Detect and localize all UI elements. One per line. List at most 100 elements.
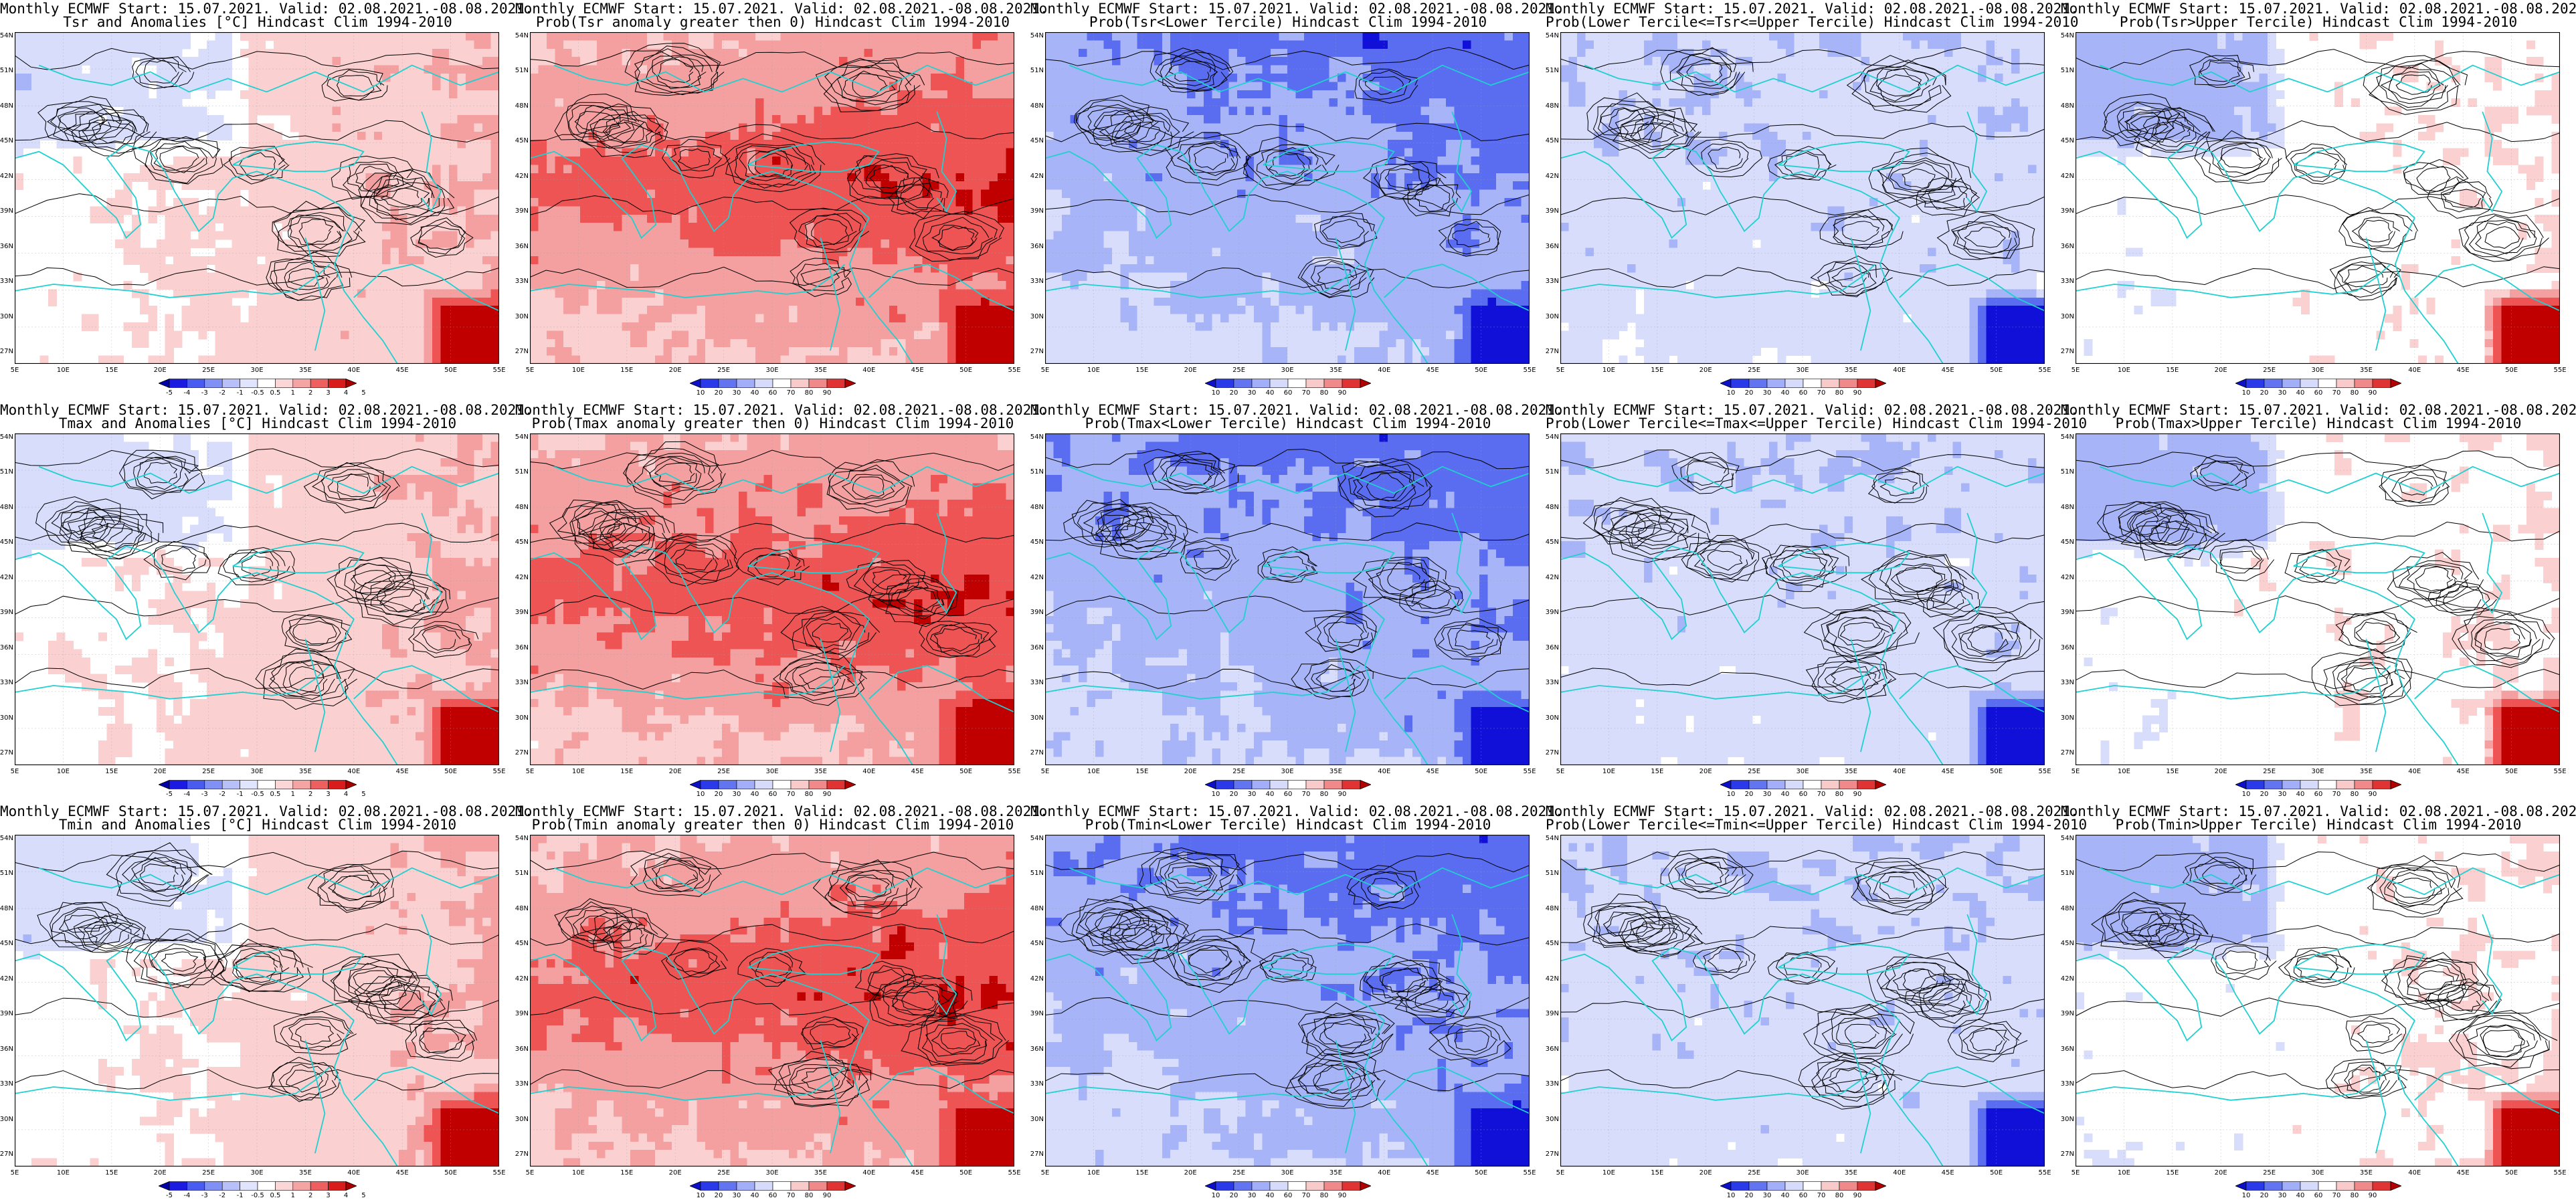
lon-tick-label: 20E <box>1180 1169 1200 1177</box>
colorbar-tick-label: 20 <box>2254 791 2274 798</box>
lon-tick-label: 45E <box>907 768 927 775</box>
lat-tick-label: 30N <box>2059 714 2074 722</box>
lon-tick-label: 40E <box>1374 1169 1394 1177</box>
lat-tick-label: 51N <box>514 67 529 74</box>
lon-tick-label: 15E <box>102 1169 122 1177</box>
lat-tick-label: 33N <box>2059 1080 2074 1088</box>
colorbar-tick-label: 1 <box>283 1192 303 1199</box>
colorbar-tick-label: 80 <box>1829 389 1849 397</box>
lon-tick-label: 5E <box>1550 768 1570 775</box>
lon-tick-label: 55E <box>2035 1169 2055 1177</box>
lat-tick-label: 39N <box>1544 609 1559 616</box>
panel-title-run: Monthly ECMWF Start: 15.07.2021. Valid: … <box>515 1 1048 16</box>
lon-tick-label: 40E <box>2405 1169 2425 1177</box>
lon-tick-label: 50E <box>2502 1169 2522 1177</box>
lon-tick-label: 30E <box>1277 367 1297 374</box>
lat-tick-label: 42N <box>0 975 13 983</box>
colorbar-tick-label: -3 <box>195 1192 215 1199</box>
colorbar-tick-label: 40 <box>1775 791 1795 798</box>
map-area <box>2076 433 2560 765</box>
lat-tick-label: 39N <box>1544 207 1559 215</box>
colorbar-tick-label: 20 <box>1224 389 1244 397</box>
lat-tick-label: 30N <box>0 714 13 722</box>
lat-tick-label: 42N <box>0 574 13 581</box>
colorbar-tick-label: 80 <box>2344 389 2365 397</box>
lon-tick-label: 5E <box>2065 768 2086 775</box>
colorbar-tick-label: 90 <box>2363 791 2383 798</box>
lon-tick-label: 20E <box>1695 768 1716 775</box>
colorbar-tick-label: 80 <box>1314 389 1334 397</box>
lat-tick-label: 51N <box>0 468 13 476</box>
lat-tick-label: 45N <box>2059 940 2074 947</box>
lon-tick-label: 55E <box>1520 367 1540 374</box>
panel-title-field: Prob(Tsr>Upper Tercile) Hindcast Clim 19… <box>2061 15 2576 29</box>
lat-tick-label: 36N <box>0 243 13 250</box>
panel-tmin-upper: Monthly ECMWF Start: 15.07.2021. Valid: … <box>2061 803 2576 1204</box>
colorbar-tick-label: 10 <box>2236 791 2256 798</box>
lat-tick-label: 51N <box>0 67 13 74</box>
lat-tick-label: 54N <box>2059 835 2074 842</box>
lon-tick-label: 55E <box>1520 768 1540 775</box>
lat-tick-label: 54N <box>1544 32 1559 39</box>
lat-tick-label: 42N <box>1029 173 1044 180</box>
colorbar-tick-label: 0.5 <box>265 389 285 397</box>
lon-tick-label: 5E <box>1035 1169 1055 1177</box>
lat-tick-label: 39N <box>1544 1010 1559 1017</box>
colorbar-tick-label: -5 <box>159 1192 179 1199</box>
colorbar-tick-label: 80 <box>799 1192 819 1199</box>
lat-tick-label: 39N <box>2059 609 2074 616</box>
lon-tick-label: 40E <box>1374 768 1394 775</box>
panel-tmax-lower: Monthly ECMWF Start: 15.07.2021. Valid: … <box>1029 401 1564 803</box>
lon-tick-label: 20E <box>150 1169 170 1177</box>
lon-tick-label: 35E <box>295 768 315 775</box>
colorbar-tick-label: 20 <box>1739 791 1759 798</box>
lon-tick-label: 20E <box>665 1169 685 1177</box>
lon-tick-label: 30E <box>1277 1169 1297 1177</box>
lat-tick-label: 30N <box>1544 714 1559 722</box>
lon-tick-label: 45E <box>1938 768 1958 775</box>
colorbar-tick-label: 70 <box>2326 791 2347 798</box>
lon-tick-label: 25E <box>714 1169 734 1177</box>
panel-tmin-anomaly-colorbar-svg <box>159 1181 357 1191</box>
lon-tick-label: 25E <box>714 768 734 775</box>
colorbar-tick-label: 60 <box>1793 791 1813 798</box>
colorbar-tick-label: 30 <box>727 791 747 798</box>
lat-tick-label: 48N <box>0 504 13 511</box>
lon-tick-label: 50E <box>1987 768 2007 775</box>
lat-tick-label: 30N <box>0 313 13 320</box>
lon-tick-label: 45E <box>1938 1169 1958 1177</box>
panel-tmax-anomaly-colorbar-svg <box>159 780 357 789</box>
lat-tick-label: 42N <box>514 574 529 581</box>
lon-tick-label: 40E <box>859 1169 879 1177</box>
panel-title-field: Prob(Lower Tercile<=Tmin<=Upper Tercile)… <box>1546 817 2087 832</box>
lat-tick-label: 39N <box>2059 207 2074 215</box>
colorbar-labels: -5 -4 -3 -2 -1 -0.5 0.5 1 2 3 4 5 <box>0 389 515 399</box>
colorbar <box>1720 780 1886 789</box>
lat-tick-label: 27N <box>1029 348 1044 355</box>
lon-tick-label: 50E <box>956 367 976 374</box>
colorbar-tick-label: -1 <box>230 791 250 798</box>
lon-tick-label: 10E <box>1083 768 1103 775</box>
panel-tmax-anomaly: Monthly ECMWF Start: 15.07.2021. Valid: … <box>0 401 533 803</box>
lat-tick-label: 51N <box>1029 67 1044 74</box>
lon-tick-label: 10E <box>53 1169 73 1177</box>
colorbar-tick-label: 20 <box>709 1192 729 1199</box>
lon-tick-label: 30E <box>762 367 782 374</box>
lon-tick-label: 50E <box>441 768 461 775</box>
colorbar-tick-label: 3 <box>318 791 339 798</box>
lat-tick-label: 33N <box>1029 679 1044 686</box>
colorbar-tick-label: 80 <box>1829 1192 1849 1199</box>
panel-title-run: Monthly ECMWF Start: 15.07.2021. Valid: … <box>2061 403 2576 417</box>
colorbar-tick-label: 30 <box>1242 1192 1262 1199</box>
colorbar-tick-label: 90 <box>1332 791 1352 798</box>
lon-tick-label: 55E <box>1004 1169 1024 1177</box>
lon-tick-label: 25E <box>2260 1169 2280 1177</box>
colorbar-tick-label: -4 <box>177 1192 197 1199</box>
lon-tick-label: 30E <box>2308 1169 2328 1177</box>
panel-tmax-upper-colorbar-svg <box>2235 780 2401 789</box>
lat-tick-label: 42N <box>1544 173 1559 180</box>
lat-tick-label: 48N <box>1544 102 1559 110</box>
colorbar-tick-label: 20 <box>709 389 729 397</box>
lat-tick-label: 48N <box>2059 905 2074 912</box>
panel-tmax-anomaly-map-svg <box>15 433 499 765</box>
